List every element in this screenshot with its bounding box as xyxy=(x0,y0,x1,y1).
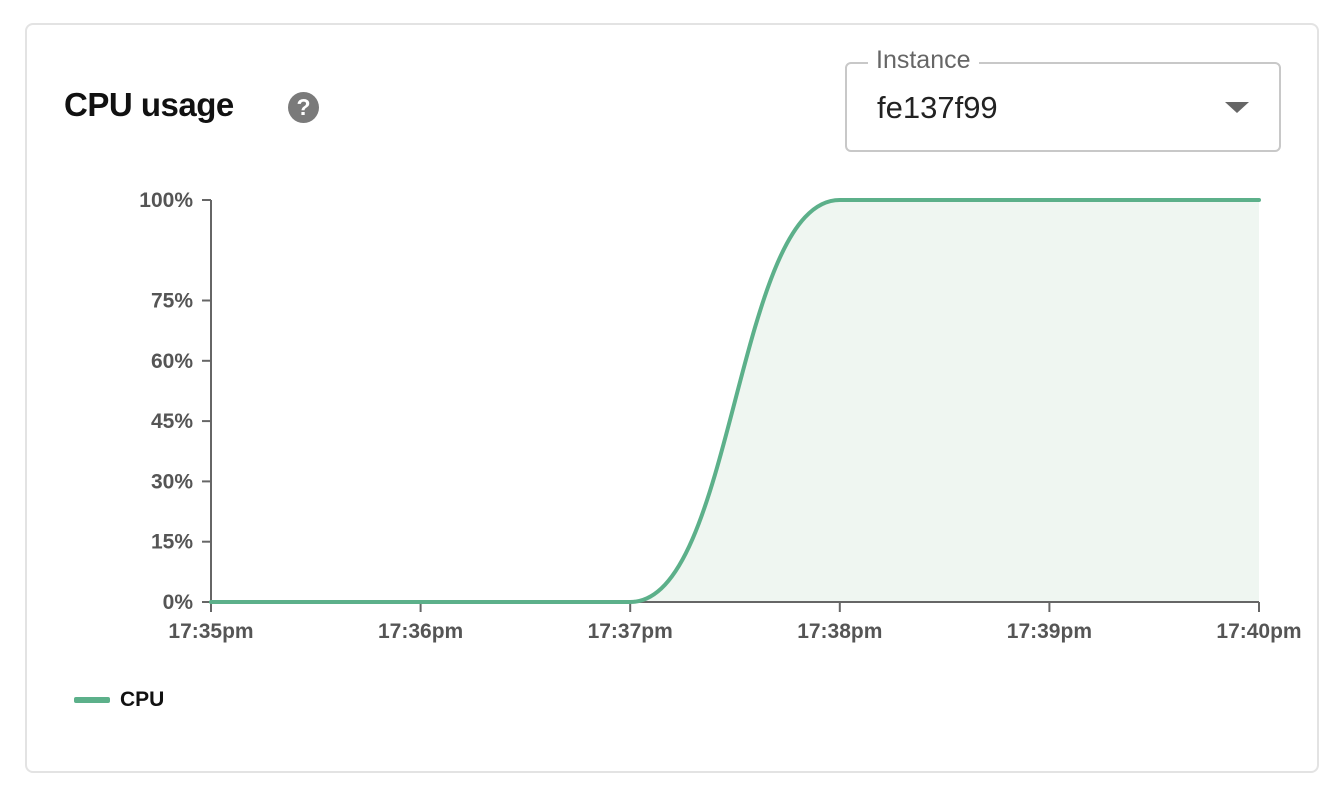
y-tick-label: 45% xyxy=(151,410,193,433)
cpu-series-line xyxy=(209,198,1261,605)
question-circle-icon[interactable]: ? xyxy=(288,92,319,123)
y-tick-label: 75% xyxy=(151,290,193,313)
x-tick-label: 17:39pm xyxy=(1007,620,1092,643)
x-tick-label: 17:36pm xyxy=(378,620,463,643)
y-tick-label: 60% xyxy=(151,350,193,373)
chart-title: CPU usage xyxy=(64,86,234,123)
legend: CPU xyxy=(74,688,164,712)
y-tick-label: 100% xyxy=(139,189,193,212)
cpu-usage-card xyxy=(25,23,1319,773)
legend-label-cpu: CPU xyxy=(120,688,165,711)
caret-down-icon xyxy=(1225,102,1249,113)
instance-select-label: Instance xyxy=(868,46,979,75)
y-tick-label: 0% xyxy=(163,591,194,614)
y-tick-label: 30% xyxy=(151,470,193,493)
instance-select[interactable]: fe137f99 xyxy=(845,62,1281,152)
instance-select-value: fe137f99 xyxy=(877,90,998,125)
legend-swatch-cpu xyxy=(74,697,110,703)
x-tick-label: 17:40pm xyxy=(1216,620,1301,643)
x-tick-label: 17:35pm xyxy=(168,620,253,643)
y-tick-label: 15% xyxy=(151,531,193,554)
x-tick-label: 17:38pm xyxy=(797,620,882,643)
x-tick-label: 17:37pm xyxy=(588,620,673,643)
